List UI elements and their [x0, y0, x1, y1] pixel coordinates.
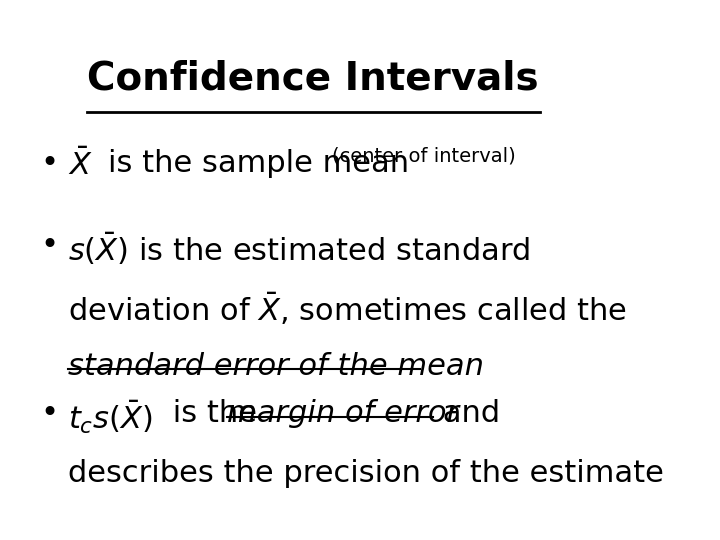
Text: •: •	[40, 149, 59, 178]
Text: Confidence Intervals: Confidence Intervals	[87, 59, 539, 98]
Text: and: and	[433, 399, 500, 428]
Text: $s(\bar{X})$ is the estimated standard: $s(\bar{X})$ is the estimated standard	[68, 231, 531, 267]
Text: deviation of $\bar{X}$, sometimes called the: deviation of $\bar{X}$, sometimes called…	[68, 291, 627, 327]
Text: $\bar{X}$: $\bar{X}$	[68, 149, 93, 181]
Text: describes the precision of the estimate: describes the precision of the estimate	[68, 460, 664, 488]
Text: margin of error: margin of error	[228, 399, 459, 428]
Text: (center of interval): (center of interval)	[331, 146, 516, 165]
Text: standard error of the mean: standard error of the mean	[68, 352, 484, 381]
Text: •: •	[40, 399, 59, 428]
Text: •: •	[40, 231, 59, 260]
Text: is the: is the	[163, 399, 267, 428]
Text: is the sample mean: is the sample mean	[108, 149, 419, 178]
Text: $t_c s(\bar{X})$: $t_c s(\bar{X})$	[68, 399, 153, 436]
